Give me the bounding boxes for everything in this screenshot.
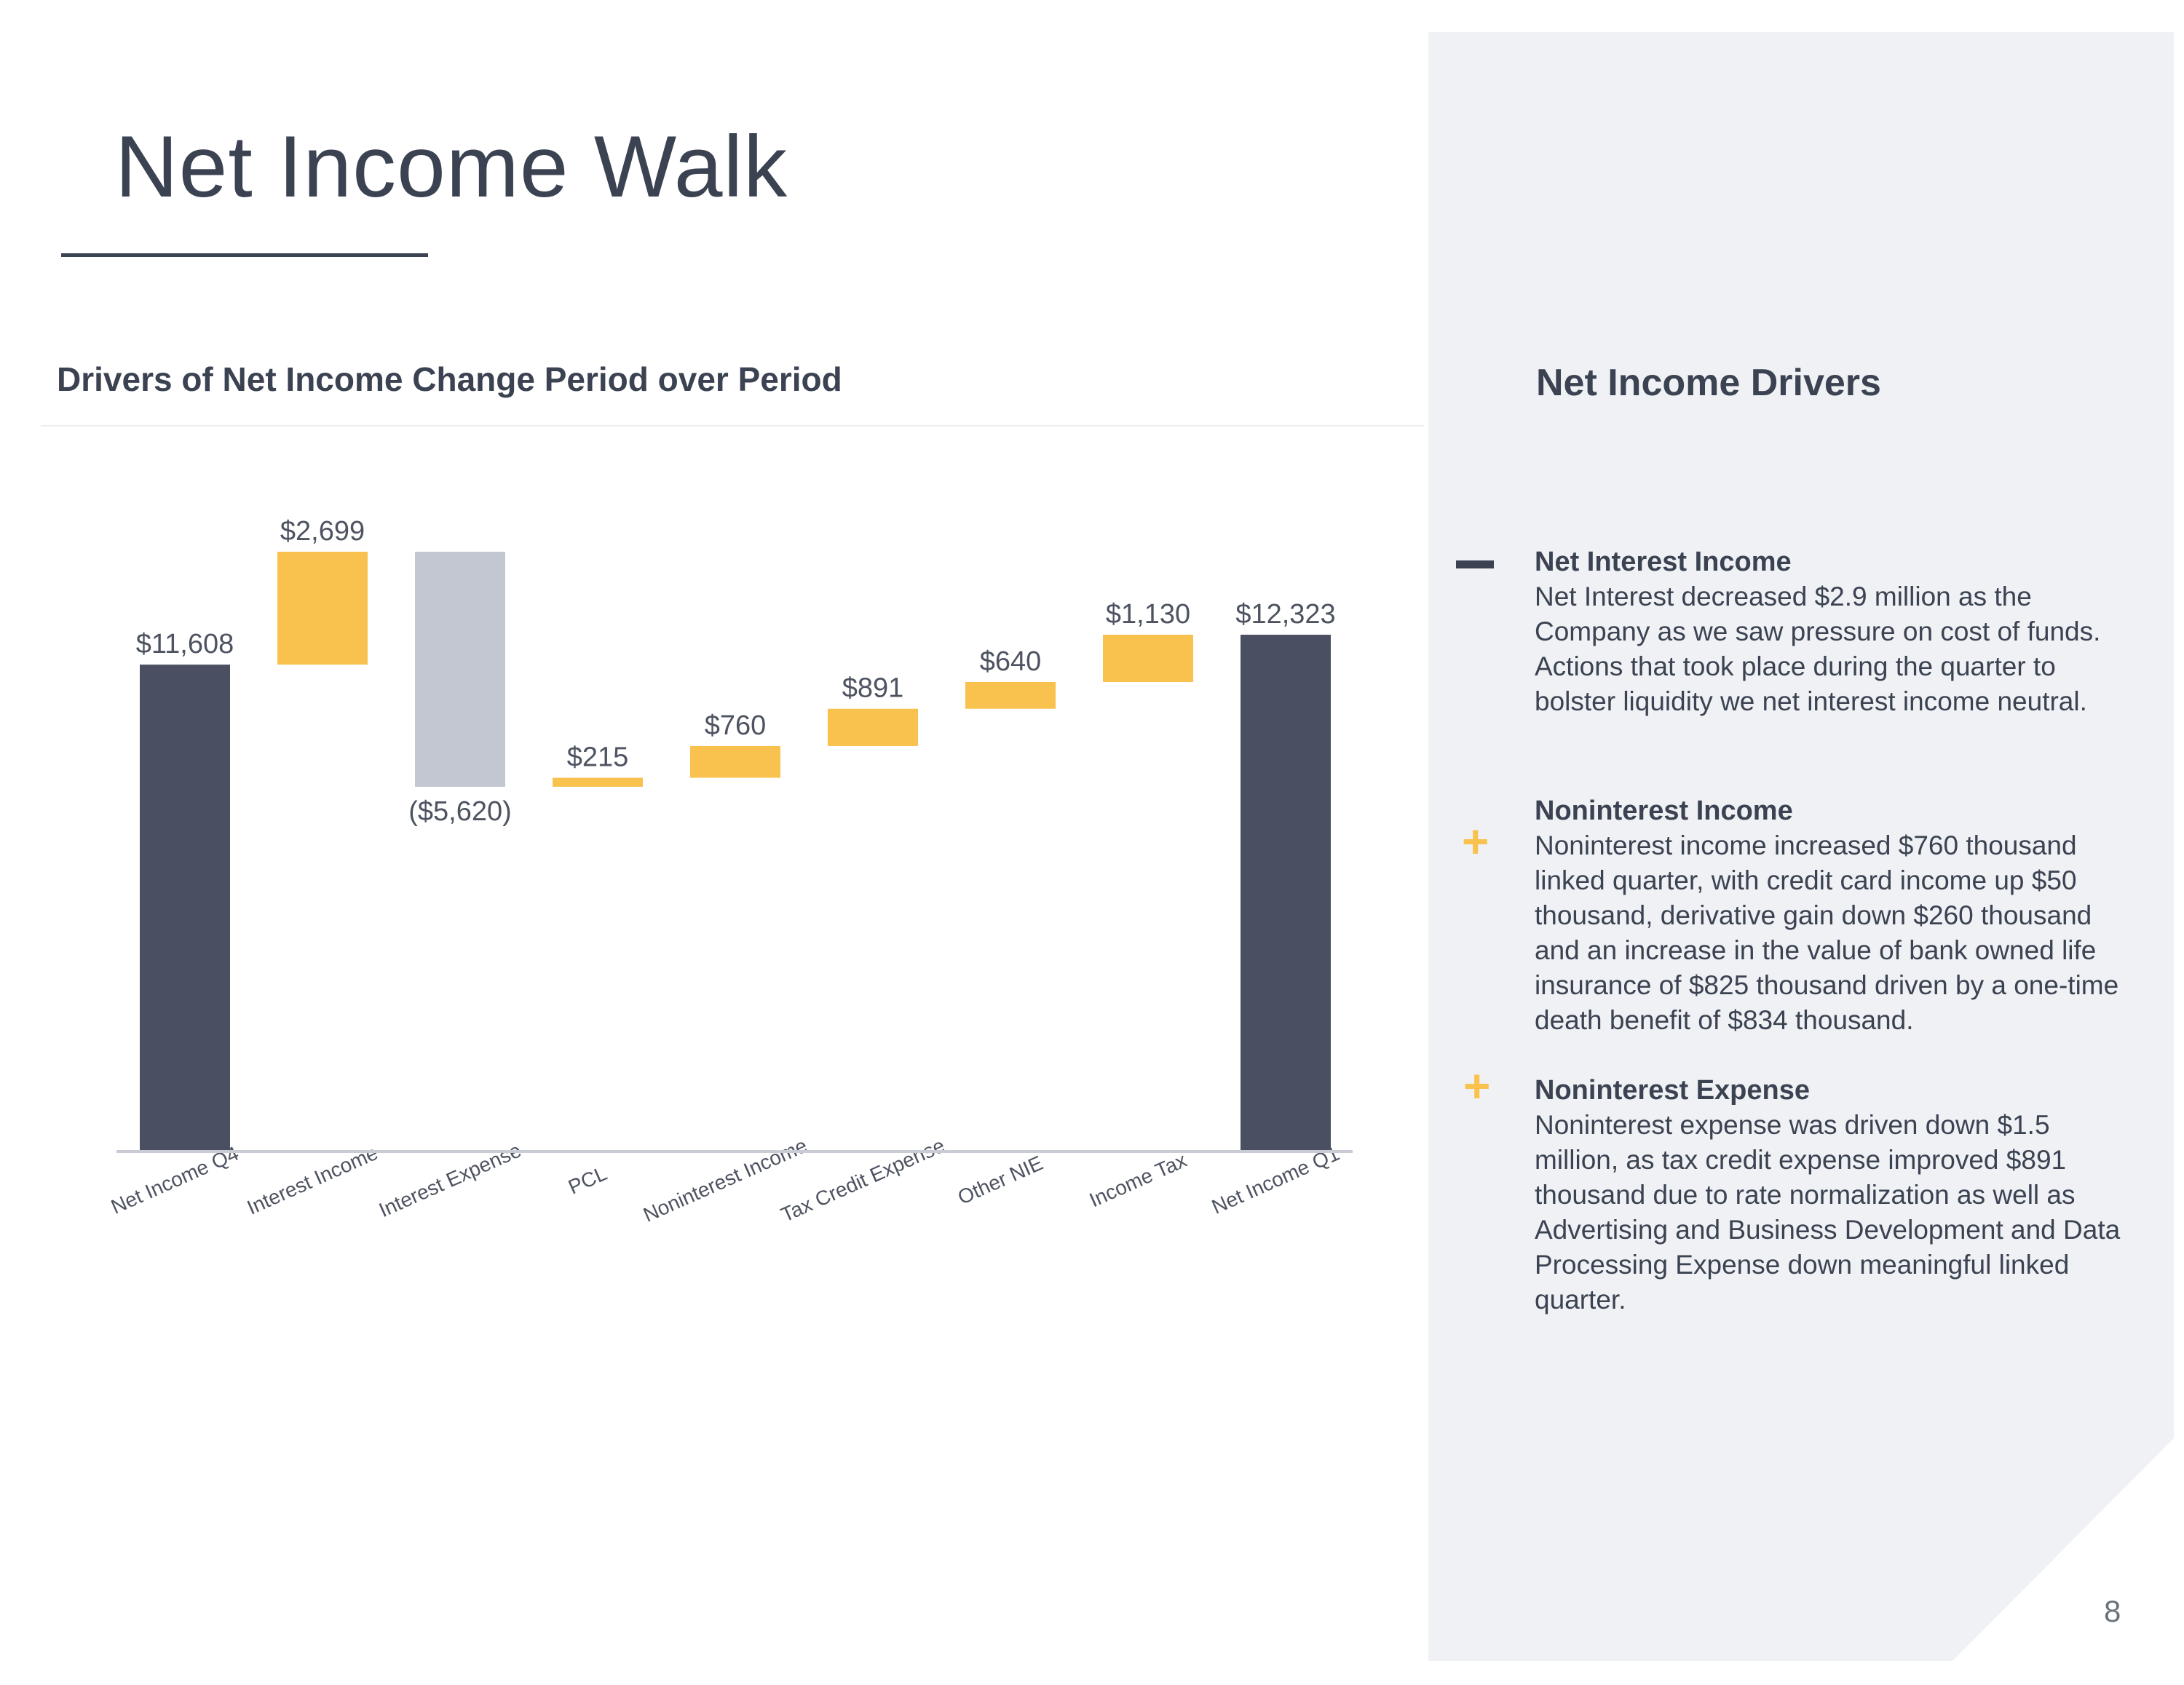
waterfall-bar <box>828 708 918 746</box>
category-label: Net Income Q1 <box>1208 1142 1343 1218</box>
minus-icon <box>1456 560 1494 568</box>
driver-line: bolster liquidity we net interest income… <box>1535 686 2087 716</box>
data-label: $2,699 <box>280 516 365 547</box>
driver-line: Net Interest decreased $2.9 million as t… <box>1535 582 2032 611</box>
driver-line: Noninterest expense was driven down $1.5 <box>1535 1110 2050 1140</box>
category-label: Net Income Q4 <box>108 1142 242 1218</box>
page-number: 8 <box>2104 1594 2121 1628</box>
waterfall-bar <box>277 552 368 665</box>
driver-line: insurance of $825 thousand driven by a o… <box>1535 970 2119 1000</box>
driver-title: Noninterest Income <box>1535 796 1793 826</box>
category-label: PCL <box>565 1162 610 1198</box>
chart-title: Drivers of Net Income Change Period over… <box>57 360 842 398</box>
panel-title: Net Income Drivers <box>1536 362 1881 404</box>
driver-line: linked quarter, with credit card income … <box>1535 865 2077 895</box>
driver-line: Advertising and Business Development and… <box>1535 1215 2121 1245</box>
waterfall-bar <box>965 681 1056 709</box>
driver-net-interest-income: Net Interest Income Net Interest decreas… <box>1535 544 2146 719</box>
driver-line: and an increase in the value of bank own… <box>1535 935 2097 965</box>
data-label: $891 <box>842 673 904 704</box>
driver-line: thousand, derivative gain down $260 thou… <box>1535 900 2092 930</box>
drivers-panel <box>1428 32 2174 1661</box>
data-label: $640 <box>980 646 1042 677</box>
data-label: ($5,620) <box>408 796 512 827</box>
data-label: $760 <box>705 710 767 741</box>
data-label: $215 <box>567 742 629 773</box>
driver-noninterest-income: Noninterest Income Noninterest income in… <box>1535 793 2146 1038</box>
plus-icon: + <box>1463 1060 1491 1112</box>
driver-line: Company as we saw pressure on cost of fu… <box>1535 616 2101 646</box>
waterfall-bar <box>553 777 643 787</box>
driver-line: quarter. <box>1535 1285 1626 1315</box>
data-label: $11,608 <box>136 629 234 659</box>
driver-line: Noninterest income increased $760 thousa… <box>1535 830 2077 860</box>
driver-line: Actions that took place during the quart… <box>1535 651 2056 681</box>
waterfall-bar <box>415 552 505 787</box>
plus-icon: + <box>1462 815 1489 868</box>
driver-line: death benefit of $834 thousand. <box>1535 1005 1914 1035</box>
driver-line: million, as tax credit expense improved … <box>1535 1145 2067 1175</box>
waterfall-bar <box>140 665 230 1150</box>
waterfall-bar <box>690 745 780 778</box>
driver-line: Processing Expense down meaningful linke… <box>1535 1250 2070 1280</box>
driver-noninterest-expense: Noninterest Expense Noninterest expense … <box>1535 1073 2146 1317</box>
driver-title: Net Interest Income <box>1535 547 1792 577</box>
driver-line: thousand due to rate normalization as we… <box>1535 1180 2076 1210</box>
waterfall-bar <box>1241 635 1331 1150</box>
category-label: Other NIE <box>954 1151 1046 1209</box>
chart-divider <box>41 425 1424 427</box>
category-label: Income Tax <box>1086 1149 1190 1211</box>
slide-title: Net Income Walk <box>115 118 788 215</box>
waterfall-bar <box>1103 635 1193 682</box>
data-label: $1,130 <box>1106 599 1190 630</box>
data-label: $12,323 <box>1235 599 1335 630</box>
driver-title: Noninterest Expense <box>1535 1075 1810 1106</box>
title-underline <box>61 253 428 257</box>
